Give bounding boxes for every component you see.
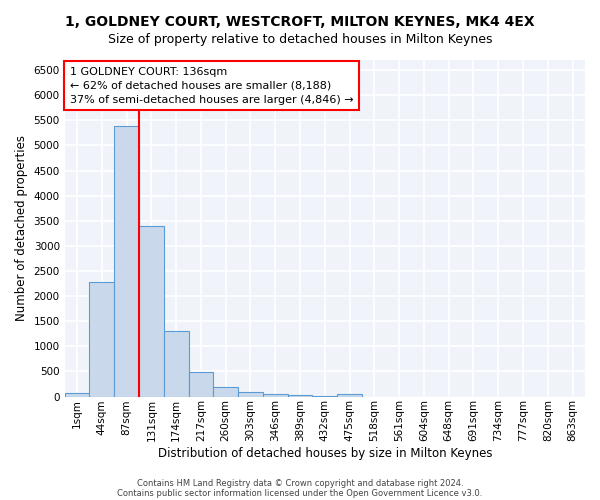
Bar: [164, 331, 188, 396]
Bar: [263, 394, 287, 396]
Text: 1, GOLDNEY COURT, WESTCROFT, MILTON KEYNES, MK4 4EX: 1, GOLDNEY COURT, WESTCROFT, MILTON KEYN…: [65, 15, 535, 29]
X-axis label: Distribution of detached houses by size in Milton Keynes: Distribution of detached houses by size …: [158, 447, 492, 460]
Bar: [188, 372, 214, 396]
Bar: [238, 392, 263, 396]
Bar: [287, 395, 313, 396]
Bar: [114, 126, 139, 396]
Text: 1 GOLDNEY COURT: 136sqm
← 62% of detached houses are smaller (8,188)
37% of semi: 1 GOLDNEY COURT: 136sqm ← 62% of detache…: [70, 66, 353, 104]
Bar: [89, 282, 114, 397]
Text: Contains HM Land Registry data © Crown copyright and database right 2024.: Contains HM Land Registry data © Crown c…: [137, 478, 463, 488]
Text: Contains public sector information licensed under the Open Government Licence v3: Contains public sector information licen…: [118, 488, 482, 498]
Bar: [337, 394, 362, 396]
Text: Size of property relative to detached houses in Milton Keynes: Size of property relative to detached ho…: [108, 32, 492, 46]
Bar: [214, 387, 238, 396]
Bar: [139, 226, 164, 396]
Bar: [65, 393, 89, 396]
Y-axis label: Number of detached properties: Number of detached properties: [15, 136, 28, 322]
